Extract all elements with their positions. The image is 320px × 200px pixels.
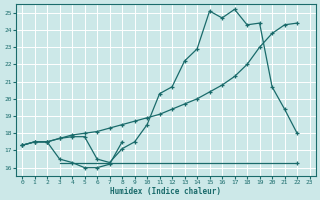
X-axis label: Humidex (Indice chaleur): Humidex (Indice chaleur) — [110, 187, 221, 196]
